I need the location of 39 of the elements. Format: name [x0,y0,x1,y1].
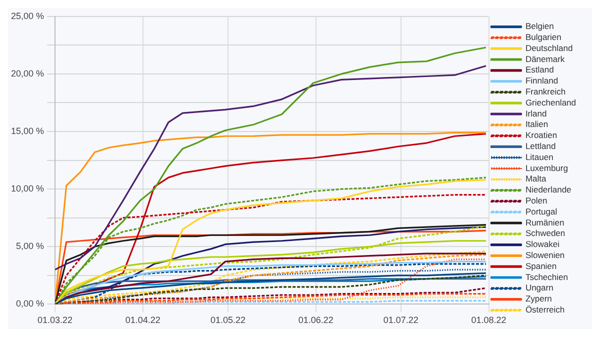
legend-label: Slowenien [525,250,565,260]
x-tick-label: 01.06.22 [298,315,334,326]
legend-label: Deutschland [525,42,573,53]
x-tick-label: 01.08.22 [471,315,506,326]
legend-label: Lettland [525,141,556,152]
y-tick-label: 5,00 % [16,241,44,252]
legend-label: Spanien [525,260,557,271]
legend-label: Slowakei [525,239,560,250]
x-tick-label: 01.03.22 [38,315,73,326]
legend-label: Frankreich [525,86,566,97]
x-tick-label: 01.04.22 [125,315,160,326]
legend-label: Italien [525,119,548,130]
legend-label: Niederlande [525,184,572,195]
legend-label: Polen [525,196,548,206]
y-tick-label: 20,00 % [10,68,44,78]
legend-label: Dänemark [525,54,566,64]
legend-label: Malta [525,174,546,184]
legend-label: Rumänien [525,217,564,228]
y-tick-label: 25,00 % [10,10,44,21]
legend-label: Belgien [525,21,554,32]
legend-label: Portugal [525,206,558,216]
legend-label: Ungarn [525,282,554,293]
legend-label: Tschechien [525,272,568,282]
legend-label: Luxemburg [525,162,568,173]
legend-label: Finnland [525,76,558,86]
legend-label: Schweden [525,228,566,238]
legend-label: Zypern [525,294,552,304]
y-tick-label: 15,00 % [10,126,44,136]
x-tick-label: 01.07.22 [383,315,418,326]
x-tick-label: 01.05.22 [210,315,246,326]
legend-label: Irland [525,108,547,118]
legend-label: Litauen [525,152,554,162]
legend-label: Österreich [525,304,565,315]
y-tick-label: 0,00 % [16,298,44,309]
legend-label: Griechenland [525,97,576,108]
legend-label: Bulgarien [525,32,562,42]
y-tick-label: 10,00 % [10,184,44,194]
legend-label: Estland [525,64,554,75]
legend-label: Kroatien [525,130,558,140]
